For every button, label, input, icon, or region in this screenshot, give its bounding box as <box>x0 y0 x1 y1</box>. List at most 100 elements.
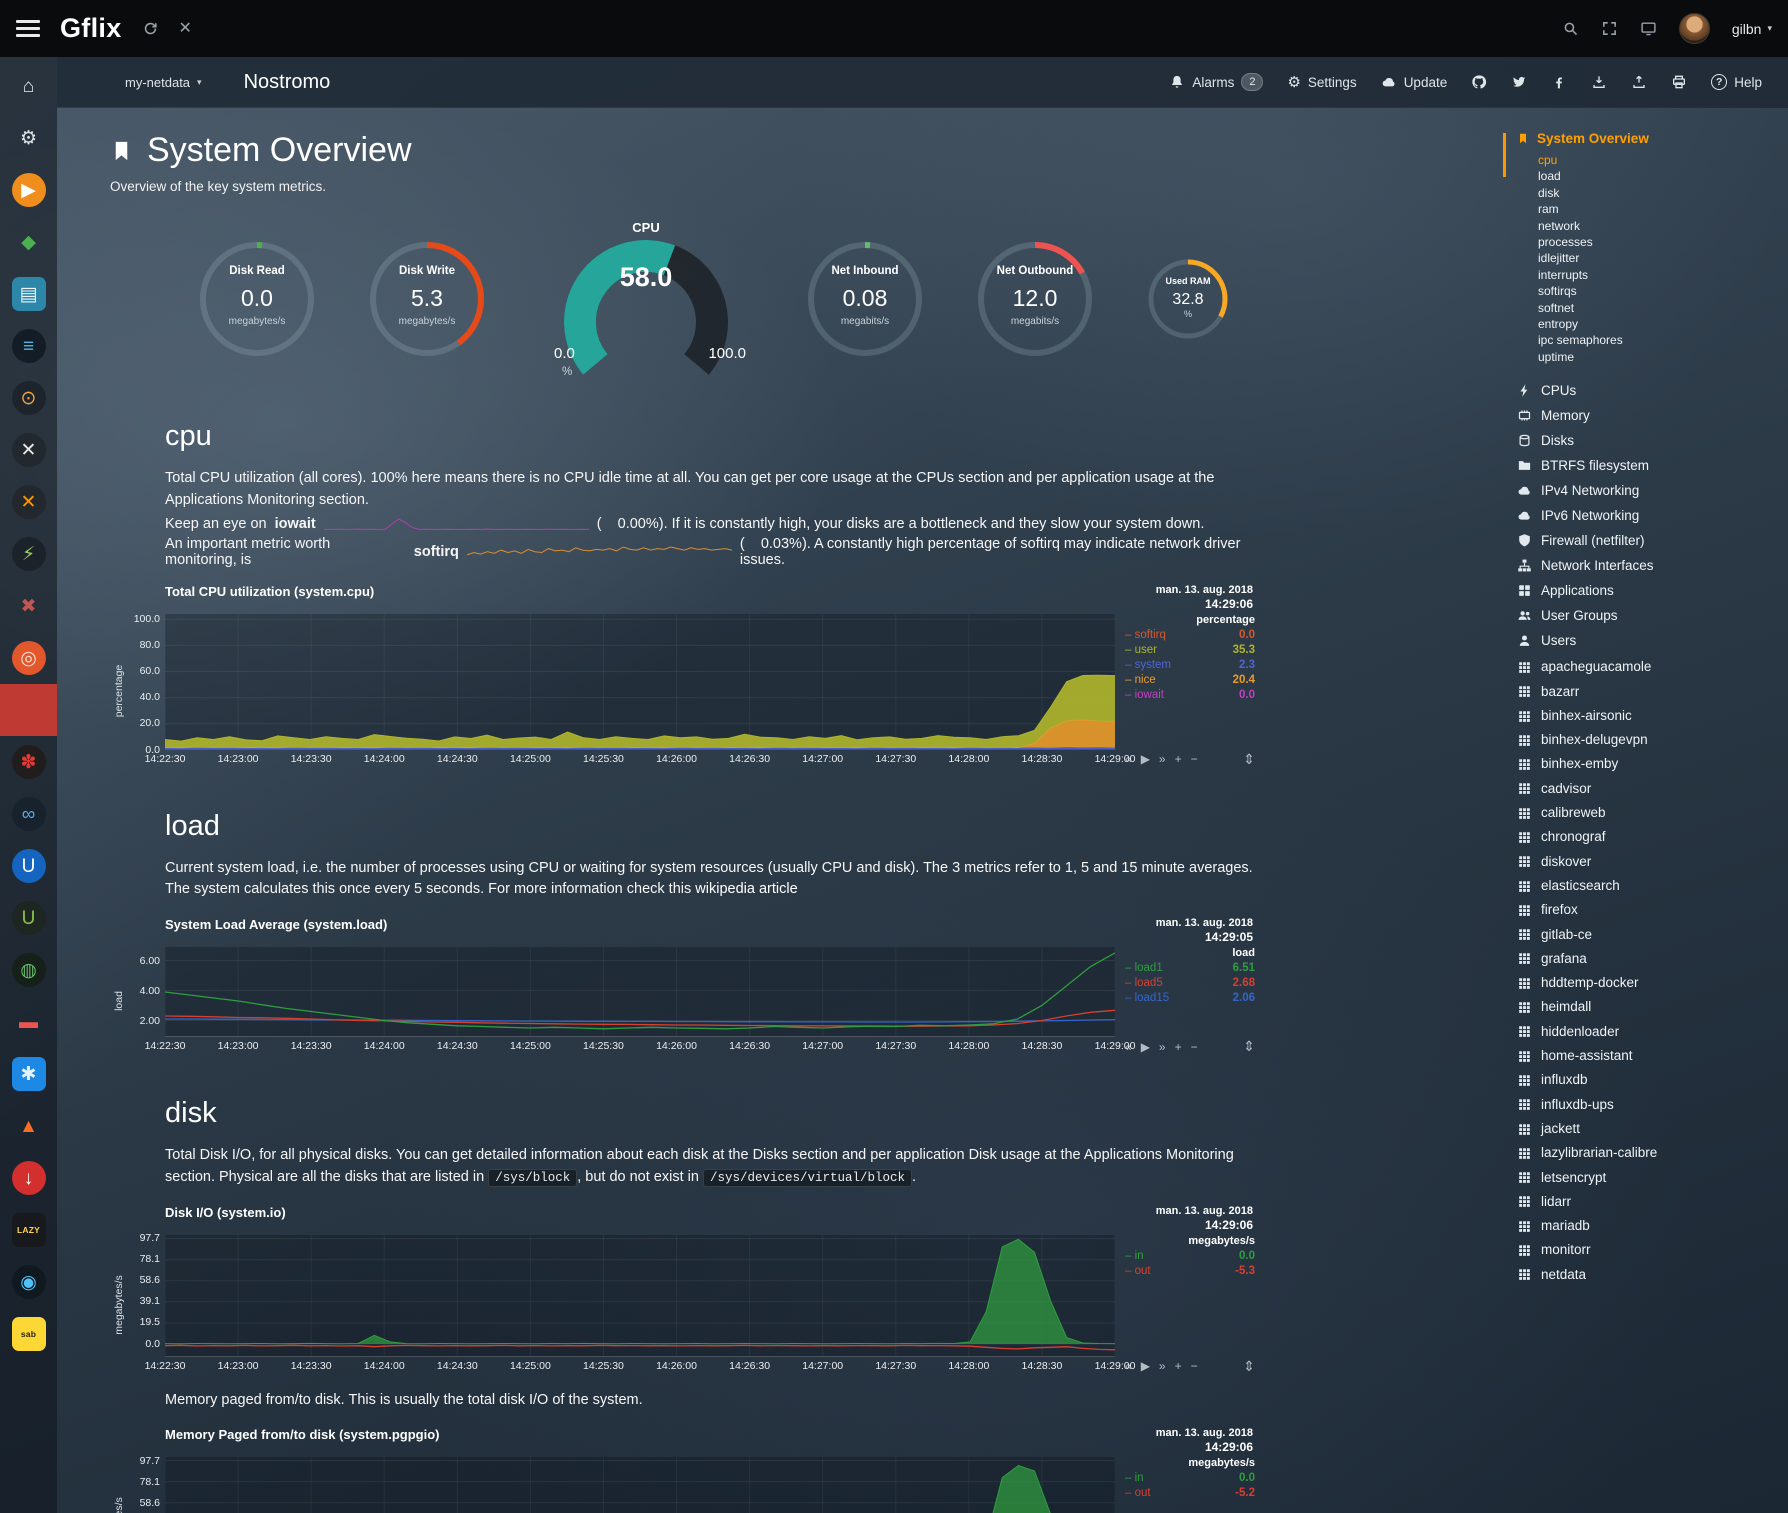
hamburger-menu-icon[interactable] <box>16 20 40 37</box>
fullscreen-icon[interactable] <box>1601 20 1618 37</box>
gauge-net-inbound[interactable]: Net Inbound 0.08 megabits/s <box>806 240 924 358</box>
settings-button[interactable]: ⚙ Settings <box>1287 73 1357 91</box>
gauge-used-ram[interactable]: Used RAM 32.8% <box>1146 257 1230 341</box>
legend-row[interactable]: – in 0.0 <box>1125 1471 1255 1486</box>
rightnav-app-item[interactable]: letsencrypt <box>1517 1166 1780 1190</box>
rightnav-subitem[interactable]: softnet <box>1538 300 1575 315</box>
rightnav-app-item[interactable]: jackett <box>1517 1117 1780 1141</box>
chart-control-backwards[interactable]: « <box>1125 1359 1132 1373</box>
rightnav-section[interactable]: Network Interfaces <box>1517 553 1780 578</box>
rightnav-app-item[interactable]: chronograf <box>1517 825 1780 849</box>
rightnav-section[interactable]: IPv4 Networking <box>1517 478 1780 503</box>
section-heading-cpu[interactable]: cpu <box>165 420 212 452</box>
rightnav-subitem[interactable]: interrupts <box>1538 267 1589 282</box>
sidebar-app-icon[interactable]: ✕ <box>0 476 57 528</box>
legend-row[interactable]: – user 35.3 <box>1125 643 1255 658</box>
rightnav-section[interactable]: Users <box>1517 628 1780 653</box>
twitter-icon[interactable] <box>1511 74 1527 90</box>
chart-resize-handle[interactable]: ⇕ <box>1243 1357 1255 1374</box>
search-icon[interactable] <box>1562 20 1579 37</box>
rightnav-subitem[interactable]: entropy <box>1538 317 1579 332</box>
server-dropdown[interactable]: my-netdata ▾ <box>125 75 202 90</box>
rightnav-app-item[interactable]: apacheguacamole <box>1517 655 1780 679</box>
sidebar-app-icon[interactable]: ✕ <box>0 424 57 476</box>
sidebar-app-icon[interactable]: ▬ <box>0 996 57 1048</box>
chart-resize-handle[interactable]: ⇕ <box>1243 750 1255 767</box>
sidebar-app-icon[interactable]: ▶ <box>0 164 57 216</box>
rightnav-app-item[interactable]: heimdall <box>1517 995 1780 1019</box>
sidebar-app-icon[interactable]: ≡ <box>0 320 57 372</box>
rightnav-app-item[interactable]: lazylibrarian-calibre <box>1517 1141 1780 1165</box>
chart-control-play[interactable]: ▶ <box>1140 752 1150 766</box>
legend-row[interactable]: – iowait 0.0 <box>1125 688 1255 703</box>
user-menu[interactable]: gilbn ▾ <box>1732 21 1772 37</box>
section-heading-load[interactable]: load <box>165 809 220 842</box>
rightnav-subitem[interactable]: processes <box>1538 235 1593 250</box>
chart-control-forwards[interactable]: » <box>1158 752 1166 766</box>
sidebar-app-icon[interactable]: ✖ <box>0 580 57 632</box>
chart-plot[interactable] <box>165 613 1115 750</box>
sidebar-app-icon[interactable]: ✱ <box>0 1048 57 1100</box>
gauge-disk-write[interactable]: Disk Write 5.3 megabytes/s <box>368 240 486 358</box>
rightnav-section[interactable]: Firewall (netfilter) <box>1517 528 1780 553</box>
chart-control-zoom-in[interactable]: + <box>1174 1039 1182 1054</box>
rightnav-app-item[interactable]: firefox <box>1517 898 1780 922</box>
sidebar-app-icon[interactable]: U <box>0 892 57 944</box>
help-button[interactable]: ? Help <box>1711 74 1762 90</box>
rightnav-app-item[interactable]: monitorr <box>1517 1238 1780 1262</box>
sidebar-app-icon[interactable]: ✽ <box>0 736 57 788</box>
rightnav-app-item[interactable]: binhex-delugevpn <box>1517 728 1780 752</box>
chart-control-zoom-out[interactable]: − <box>1190 1359 1198 1373</box>
rightnav-section[interactable]: BTRFS filesystem <box>1517 453 1780 478</box>
sidebar-app-icon[interactable]: ▤ <box>0 268 57 320</box>
rightnav-app-item[interactable]: binhex-emby <box>1517 752 1780 776</box>
chart-plot[interactable] <box>165 1234 1115 1357</box>
sidebar-app-icon[interactable]: U <box>0 840 57 892</box>
rightnav-app-item[interactable]: hddtemp-docker <box>1517 971 1780 995</box>
gauge-cpu[interactable]: CPU 58.0 0.0 100.0% <box>538 220 754 378</box>
chart-control-play[interactable]: ▶ <box>1140 1359 1150 1373</box>
legend-row[interactable]: – out -5.2 <box>1125 1486 1255 1501</box>
chart-control-play[interactable]: ▶ <box>1140 1039 1150 1054</box>
legend-row[interactable]: – in 0.0 <box>1125 1249 1255 1264</box>
update-button[interactable]: Update <box>1381 74 1447 90</box>
rightnav-app-item[interactable]: cadvisor <box>1517 777 1780 801</box>
sidebar-app-icon[interactable]: ▲ <box>0 1100 57 1152</box>
rightnav-app-item[interactable]: binhex-airsonic <box>1517 704 1780 728</box>
rightnav-subitem[interactable]: cpu <box>1538 153 1558 167</box>
legend-row[interactable]: – load1 6.51 <box>1125 961 1255 976</box>
rightnav-app-item[interactable]: elasticsearch <box>1517 874 1780 898</box>
rightnav-app-item[interactable]: influxdb <box>1517 1068 1780 1092</box>
rightnav-section[interactable]: User Groups <box>1517 603 1780 628</box>
rightnav-subitem[interactable]: load <box>1538 169 1561 184</box>
chart-control-forwards[interactable]: » <box>1158 1039 1166 1054</box>
legend-row[interactable]: – system 2.3 <box>1125 658 1255 673</box>
sidebar-app-icon[interactable]: ◎ <box>0 632 57 684</box>
rightnav-section-system-overview[interactable]: System Overview <box>1517 131 1780 146</box>
rightnav-section[interactable]: Memory <box>1517 403 1780 428</box>
alarms-button[interactable]: Alarms 2 <box>1169 73 1264 91</box>
chart-control-backwards[interactable]: « <box>1125 1039 1132 1054</box>
sidebar-app-icon[interactable]: ◉ <box>0 1256 57 1308</box>
chart-control-zoom-in[interactable]: + <box>1174 1359 1182 1373</box>
refresh-icon[interactable] <box>142 20 159 37</box>
gauge-net-outbound[interactable]: Net Outbound 12.0 megabits/s <box>976 240 1094 358</box>
rightnav-app-item[interactable]: influxdb-ups <box>1517 1093 1780 1117</box>
chart-control-forwards[interactable]: » <box>1158 1359 1166 1373</box>
upload-icon[interactable] <box>1631 74 1647 90</box>
sidebar-app-icon[interactable]: ↓ <box>0 1152 57 1204</box>
chart-control-zoom-in[interactable]: + <box>1174 752 1182 766</box>
sidebar-app-icon[interactable]: ◆ <box>0 216 57 268</box>
rightnav-subitem[interactable]: softirqs <box>1538 284 1577 299</box>
facebook-icon[interactable] <box>1551 74 1567 90</box>
rightnav-app-item[interactable]: mariadb <box>1517 1214 1780 1238</box>
rightnav-app-item[interactable]: bazarr <box>1517 680 1780 704</box>
rightnav-section[interactable]: IPv6 Networking <box>1517 503 1780 528</box>
sidebar-app-icon[interactable]: ∞ <box>0 788 57 840</box>
rightnav-app-item[interactable]: calibreweb <box>1517 801 1780 825</box>
wikipedia-link[interactable]: wikipedia article <box>695 881 798 898</box>
chart-control-backwards[interactable]: « <box>1125 752 1132 766</box>
github-icon[interactable] <box>1471 74 1487 90</box>
rightnav-subitem[interactable]: disk <box>1538 185 1560 200</box>
print-icon[interactable] <box>1671 74 1687 90</box>
